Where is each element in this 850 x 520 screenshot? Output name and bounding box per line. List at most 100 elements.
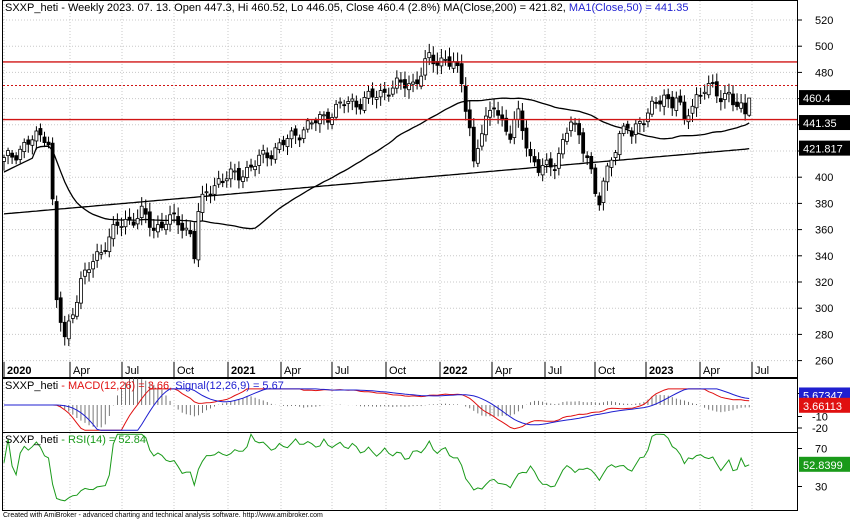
candle-down <box>58 297 63 323</box>
candle-up <box>350 98 355 102</box>
candle-down <box>415 79 420 85</box>
candle-down <box>115 221 120 226</box>
x-axis-ticks: 2020 Apr Jul Oct 2021 Apr Jul Oct 2022 Apr Jul Oct 2… <box>3 362 769 377</box>
candle-up <box>212 185 217 195</box>
candle-up <box>674 97 679 111</box>
date-tick-label: Oct <box>389 365 406 377</box>
candle-down <box>581 132 586 154</box>
candle-down <box>269 155 274 160</box>
candle-up <box>443 58 448 61</box>
candle-up <box>123 218 128 228</box>
candle-down <box>382 88 387 93</box>
price-tick-label: 500 <box>815 41 833 53</box>
candle-up <box>289 130 294 140</box>
price-symbol: SXXP_heti <box>5 2 58 14</box>
candle-down <box>208 193 213 196</box>
candle-down <box>743 102 748 115</box>
rsi-line <box>3 433 750 502</box>
candle-up <box>34 130 39 142</box>
candle-down <box>342 104 347 107</box>
candle-down <box>249 164 253 168</box>
candle-up <box>168 214 172 225</box>
candle-down <box>370 88 375 98</box>
candle-down <box>313 120 318 124</box>
candle-down <box>10 152 15 158</box>
candle-up <box>747 97 752 116</box>
candle-down <box>46 141 51 146</box>
candle-down <box>459 63 464 85</box>
candle-down <box>265 152 270 159</box>
candle-down <box>629 130 634 137</box>
candle-down <box>548 158 553 168</box>
candle-down <box>496 110 501 116</box>
candle-down <box>354 100 359 108</box>
candle-up <box>609 159 614 168</box>
price-header: - Weekly 2023. 07. 13. Open 447.3, Hi 46… <box>58 2 443 14</box>
candle-up <box>224 178 229 182</box>
horizontal-levels <box>3 61 797 121</box>
candle-down <box>188 230 193 235</box>
candle-up <box>99 252 104 255</box>
ma50-badge-bg <box>799 115 850 131</box>
candle-up <box>390 87 395 95</box>
macd-line <box>4 388 750 431</box>
date-tick-label: 2023 <box>649 365 673 377</box>
candle-down <box>471 126 476 162</box>
date-tick-label: Apr <box>495 365 512 377</box>
candle-down <box>718 98 723 103</box>
candle-down <box>670 96 675 109</box>
macd-symbol: SXXP_heti <box>5 380 58 392</box>
date-tick-label: Jul <box>548 365 562 377</box>
date-tick-label: Oct <box>177 365 194 377</box>
macd-label: - MACD(12,26) = 3.66, <box>58 380 175 392</box>
candle-down <box>658 100 662 105</box>
grid-layer <box>3 1 797 510</box>
candle-up <box>411 81 415 85</box>
close-badge-bg <box>799 90 850 106</box>
candle-up <box>107 236 112 253</box>
price-tick-label: 340 <box>815 251 833 263</box>
candle-up <box>6 150 10 156</box>
candle-down <box>625 123 630 129</box>
candle-down <box>26 139 31 145</box>
candle-up <box>257 154 262 166</box>
candle-up <box>565 132 569 142</box>
candle-down <box>62 321 67 338</box>
candle-up <box>301 129 306 139</box>
candle-up <box>204 191 209 194</box>
candle-down <box>14 155 19 161</box>
candle-down <box>143 208 148 215</box>
y-axis-ticks: 5205004804604404204003803603403203002802… <box>797 15 833 494</box>
footer-credit: Created with AmiBroker - advanced charti… <box>3 512 323 519</box>
candle-up <box>277 142 282 150</box>
candle-down <box>528 149 533 157</box>
rsi-symbol: SXXP_heti <box>5 434 58 446</box>
candle-down <box>358 104 363 110</box>
candle-down <box>293 128 298 136</box>
macd-badge-bg <box>799 397 850 413</box>
date-tick-label: 2021 <box>231 365 255 377</box>
candle-down <box>714 81 719 97</box>
rsi-tick-label: 70 <box>815 444 827 456</box>
candle-down <box>492 107 496 110</box>
candle-up <box>488 110 492 118</box>
candle-down <box>50 142 55 200</box>
rsi-badge-bg <box>799 456 850 472</box>
candle-down <box>54 201 59 301</box>
candle-up <box>66 320 71 340</box>
candle-down <box>597 195 602 206</box>
candle-down <box>520 110 525 132</box>
price-tick-label: 300 <box>815 303 833 315</box>
candle-up <box>516 108 521 120</box>
candle-down <box>524 127 529 149</box>
candle-up <box>338 101 343 104</box>
candle-up <box>727 91 731 95</box>
candle-up <box>22 142 27 153</box>
candle-up <box>119 226 124 228</box>
candle-up <box>423 58 428 76</box>
candle-up <box>91 261 95 270</box>
price-pane-title: SXXP_heti - Weekly 2023. 07. 13. Open 44… <box>5 2 688 14</box>
candle-up <box>2 157 6 162</box>
candle-down <box>593 167 598 194</box>
